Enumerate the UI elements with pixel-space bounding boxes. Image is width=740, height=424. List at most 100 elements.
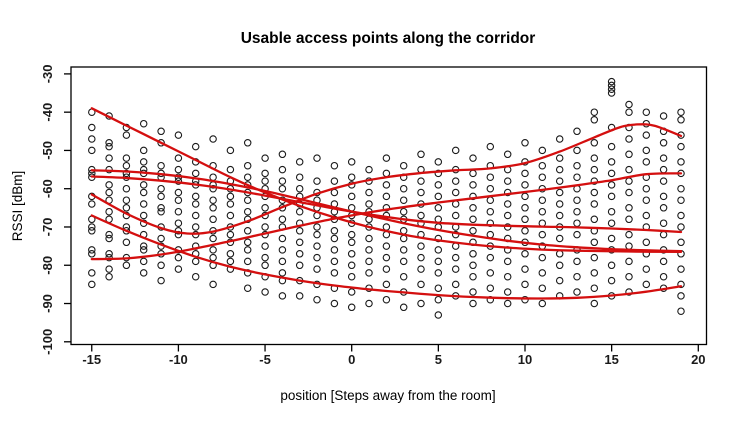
data-point [88,246,96,254]
data-point [139,257,148,266]
data-point [521,295,529,304]
data-point [555,276,564,285]
data-point [677,223,685,231]
data-point [555,188,564,197]
data-point [607,234,616,243]
data-point [243,246,252,254]
x-tick-label: -10 [169,352,188,367]
data-point [226,200,235,208]
data-point [590,299,599,308]
data-point [521,280,529,289]
data-point [295,227,304,235]
data-point [417,299,425,308]
data-point [261,169,269,178]
y-tick-label: -80 [40,256,55,275]
data-point [88,223,96,231]
data-point [659,177,668,185]
data-point [677,238,685,247]
data-point [469,288,477,296]
data-point [677,211,685,220]
data-point [313,230,321,239]
data-point [503,200,512,208]
ap1-loess-steep-descender [90,107,683,254]
data-point [105,250,113,258]
data-point [503,150,512,159]
data-point [365,234,373,243]
data-point [174,219,183,227]
data-point [382,253,391,262]
data-point [555,234,564,243]
data-point [105,142,113,151]
data-point [226,192,235,201]
x-tick-label: 0 [348,352,355,367]
data-point [88,227,96,235]
data-point [209,135,217,143]
data-point [434,284,443,292]
data-point [105,272,113,281]
data-point [625,204,633,212]
data-point [88,123,96,132]
data-point [677,196,685,204]
y-axis-ticks: -30 -40 -50 -60 -70 -80 -90 -100 [40,65,71,355]
data-point [625,257,633,266]
data-point [399,303,408,312]
data-point [417,265,425,273]
data-point [191,142,200,151]
data-point [659,204,668,212]
data-point [243,173,252,181]
data-point [434,295,443,304]
data-point [347,230,356,239]
data-point [313,223,321,231]
data-point [261,288,269,296]
data-point [330,227,339,235]
data-point [382,265,391,273]
data-point [486,207,495,216]
y-tick-label: -60 [40,179,55,198]
data-point [313,154,321,162]
data-point [399,207,408,216]
x-tick-label: -15 [82,352,101,367]
data-point [555,165,564,174]
data-point [295,261,304,270]
data-point [261,223,269,231]
data-point [157,161,165,170]
data-point [139,188,148,197]
ap2-loess-upper-flat-then-down [90,169,683,253]
data-point [659,230,668,239]
data-point [573,127,581,136]
data-point [278,215,287,224]
data-point [105,154,113,162]
data-point [590,154,599,162]
data-point [157,261,165,270]
data-point [486,142,495,151]
data-point [139,242,148,250]
data-point [365,269,373,277]
data-point [607,77,616,86]
data-point [382,154,391,162]
data-point [122,196,131,204]
data-point [174,207,183,216]
data-point [417,242,425,250]
data-point [261,204,269,212]
y-axis-title: RSSI [dBm] [10,171,25,242]
data-point [278,234,287,243]
data-point [469,227,477,235]
data-point [486,184,495,193]
data-point [122,227,131,235]
data-point [88,269,96,277]
data-point [243,257,252,266]
data-point [88,200,96,208]
data-point [105,230,113,239]
data-point [105,181,113,189]
data-point [590,284,599,292]
data-point [538,299,547,308]
data-point [209,234,217,243]
data-point [191,257,200,266]
data-point [625,165,633,174]
data-point [417,253,425,262]
data-point [209,280,217,289]
data-point [295,250,304,258]
data-point [417,280,425,289]
data-point [434,181,443,189]
